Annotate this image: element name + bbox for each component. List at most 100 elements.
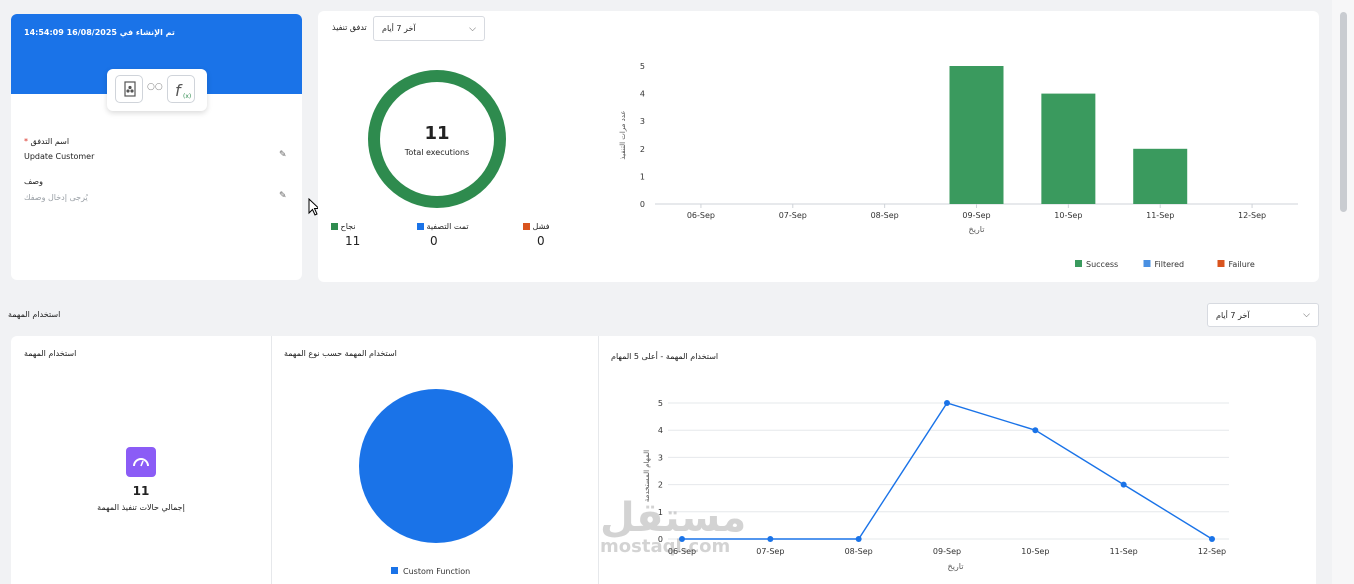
- edit-name-icon[interactable]: ✎: [279, 150, 287, 160]
- x-tick-label: 10-Sep: [1021, 547, 1049, 556]
- top-tasks-line-chart: 0 1 2 3 4 5 06-Sep 07-Sep 08-Sep 09-Sep 10-Sep 11-S…: [643, 399, 1229, 571]
- description-field[interactable]: يُرجى إدخال وصفك: [24, 193, 88, 202]
- bar-11-Sep: [1133, 148, 1188, 204]
- task-range-select[interactable]: آخر 7 أيام ⌵: [1207, 303, 1319, 327]
- point-11-Sep: [1120, 481, 1127, 488]
- x-axis-label: تاريخ: [969, 225, 985, 234]
- success-value: 11: [345, 234, 361, 248]
- bar-09-Sep: [949, 66, 1004, 204]
- legend-swatch-success: [1075, 260, 1082, 267]
- x-tick-label: 12-Sep: [1238, 211, 1266, 220]
- stat-success: نجاح 11: [331, 222, 391, 248]
- task-usage-value: 11: [132, 484, 150, 498]
- description-label: وصف: [24, 177, 43, 186]
- pie-legend-label: Custom Function: [403, 567, 470, 576]
- filtered-label: تمت التصفية: [426, 222, 469, 231]
- watermark-sub: mostaql.com: [600, 536, 731, 557]
- legend-swatch-failure: [1217, 260, 1225, 267]
- x-tick-label: 07-Sep: [756, 547, 784, 556]
- task-type-pie-chart: Custom Function: [359, 389, 513, 576]
- bar-10-Sep: [1041, 93, 1096, 204]
- x-tick-label: 11-Sep: [1110, 547, 1138, 556]
- total-executions-donut: [368, 70, 506, 208]
- gauge-icon: [126, 447, 156, 477]
- donut-label: Total executions: [404, 148, 470, 157]
- pie-legend-swatch: [391, 567, 398, 574]
- x-tick-label: 06-Sep: [687, 211, 715, 220]
- task-usage-label: إجمالي حالات تنفيذ المهمة: [97, 503, 185, 512]
- failure-value: 0: [537, 234, 545, 248]
- success-swatch: [331, 223, 338, 230]
- x-tick-label: 12-Sep: [1198, 547, 1226, 556]
- stat-filtered: تمت التصفية 0: [417, 222, 497, 248]
- y-tick-label: 4: [640, 90, 645, 99]
- x-tick-label: 07-Sep: [779, 211, 807, 220]
- task-usage-line: [682, 402, 1213, 540]
- function-icon: f (x): [167, 75, 195, 103]
- link-icon: ○○: [147, 82, 163, 92]
- flow-card: تم الإنشاء في 16/08/2025 14:54:09 ○○ f (x…: [11, 14, 302, 280]
- y-tick-label: 1: [658, 508, 663, 517]
- y-tick-label: 3: [640, 117, 645, 126]
- legend-label-filtered: Filtered: [1155, 260, 1185, 269]
- legend-swatch-filtered: [1143, 260, 1151, 267]
- donut-value: 11: [424, 123, 450, 144]
- created-timestamp: تم الإنشاء في 16/08/2025 14:54:09: [24, 28, 175, 37]
- point-10-Sep: [1032, 427, 1039, 434]
- flow-icons-box: ○○ f (x): [107, 69, 207, 111]
- point-07-Sep: [767, 536, 774, 542]
- x-tick-label: 09-Sep: [933, 547, 961, 556]
- x-tick-label: 08-Sep: [845, 547, 873, 556]
- x-tick-label: 11-Sep: [1146, 211, 1174, 220]
- execution-range-select[interactable]: آخر 7 أيام ⌵: [373, 16, 485, 41]
- task-section-title: استخدام المهمة: [8, 310, 61, 319]
- panel-divider-1: [271, 336, 272, 584]
- task-usage-panel: استخدام المهمة 11 إجمالي حالات تنفيذ الم…: [11, 336, 1316, 584]
- execution-range-value: آخر 7 أيام: [382, 24, 416, 33]
- execution-title: تدفق تنفيذ: [332, 23, 367, 32]
- stat-failure: فشل 0: [523, 222, 583, 248]
- task-range-value: آخر 7 أيام: [1216, 310, 1250, 320]
- point-08-Sep: [855, 536, 862, 542]
- point-12-Sep: [1209, 536, 1215, 542]
- panel-divider-2: [598, 336, 599, 584]
- y-tick-label: 5: [658, 399, 663, 408]
- filtered-value: 0: [430, 234, 438, 248]
- page-scrollbar[interactable]: [1332, 0, 1354, 584]
- flow-name-value[interactable]: Update Customer: [24, 152, 95, 161]
- y-tick-label: 3: [658, 453, 663, 462]
- x-tick-label: 08-Sep: [871, 211, 899, 220]
- y-axis-label: عدد مرات التنفيذ: [619, 110, 627, 159]
- edit-description-icon[interactable]: ✎: [279, 191, 287, 201]
- pie-slice-custom-function: [359, 389, 513, 543]
- flow-name-label-text: اسم التدفق: [30, 137, 70, 146]
- donut-ring: [368, 70, 506, 208]
- mostaql-watermark: مستقل mostaql.com: [600, 498, 746, 557]
- point-09-Sep: [944, 400, 950, 406]
- y-tick-label: 5: [640, 62, 645, 71]
- executions-bar-chart: 0 1 2 3 4 5 06-Sep 07-Sep 08-Sep 09-Sep 10-Sep 11-S…: [619, 62, 1298, 269]
- x-axis-label: تاريخ: [948, 562, 964, 571]
- task-type-title: استخدام المهمة حسب نوع المهمة: [284, 349, 397, 358]
- failure-swatch: [523, 223, 530, 230]
- y-tick-label: 0: [640, 200, 645, 209]
- watermark-main: مستقل: [600, 495, 747, 541]
- x-tick-label: 10-Sep: [1054, 211, 1082, 220]
- y-tick-label: 2: [640, 145, 645, 154]
- task-usage-title: استخدام المهمة: [24, 349, 77, 358]
- chevron-down-icon: ⌵: [1303, 310, 1310, 320]
- document-flow-icon: [115, 75, 143, 103]
- execution-card: تدفق تنفيذ آخر 7 أيام ⌵ 11 Total executi…: [318, 11, 1319, 282]
- scrollbar-thumb[interactable]: [1340, 12, 1347, 212]
- top-tasks-title: استخدام المهمة - أعلى 5 المهام: [611, 352, 719, 361]
- required-mark: *: [24, 137, 28, 146]
- y-axis-label: المهام المستخدمة: [643, 450, 651, 502]
- y-tick-label: 0: [658, 535, 663, 544]
- legend-label-success: Success: [1086, 260, 1118, 269]
- success-label: نجاح: [340, 222, 356, 231]
- y-tick-label: 2: [658, 481, 663, 490]
- x-tick-label: 09-Sep: [962, 211, 990, 220]
- y-tick-label: 1: [640, 172, 645, 181]
- y-tick-label: 4: [658, 426, 663, 435]
- flow-name-label: * اسم التدفق: [24, 137, 69, 146]
